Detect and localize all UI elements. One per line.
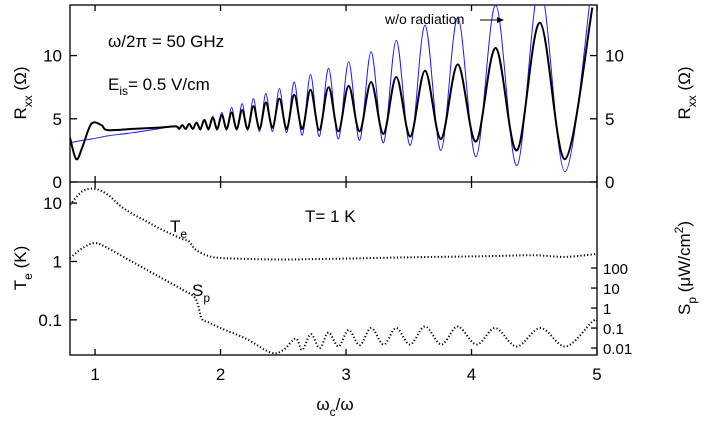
x-tick-label: 3 [341, 365, 350, 384]
y2-tick-label: 1 [603, 301, 611, 318]
axes: 1 2 3 4 5 0 0 5 5 10 10 0.1 1 10 0.01 0.1 1 10 100 [38, 5, 632, 384]
series-annotation: w/o radiation [384, 11, 464, 27]
curve-label: Te [170, 217, 187, 241]
y2-tick-label: 0.1 [603, 321, 624, 338]
top-plot [70, 5, 594, 173]
label-part: (Ω) [11, 66, 30, 95]
label-part: (Ω) [675, 66, 694, 95]
label-part: R [675, 107, 694, 119]
label-part: xx [21, 95, 35, 107]
bottom-plot [70, 187, 597, 355]
label-part: c [330, 405, 336, 419]
x-tick-label: 1 [90, 365, 99, 384]
data-line [70, 7, 594, 161]
x-tick-label: 4 [467, 365, 476, 384]
x-tick-label: 2 [216, 365, 225, 384]
y-axis-label: Rxx (Ω) [11, 66, 35, 119]
data-line [70, 187, 597, 261]
y2-tick-label: 0.01 [603, 341, 632, 358]
y-tick-label: 0 [53, 173, 62, 192]
y-tick-label: 1 [53, 252, 62, 271]
y-tick-label-right: 10 [605, 47, 624, 66]
label-part: T [11, 280, 30, 290]
y-tick-label-right: 5 [605, 110, 614, 129]
label-part: ) [675, 221, 694, 227]
y-tick-label: 10 [43, 47, 62, 66]
arrow-head [497, 17, 504, 23]
y-axis-label: Te (K) [11, 246, 35, 290]
label-part: /ω [336, 395, 354, 414]
label-part: S [675, 304, 694, 315]
label-part: R [11, 107, 30, 119]
label-part: ω [316, 395, 329, 414]
label-part: (μW/cm [675, 233, 694, 297]
label-part: (K) [11, 246, 30, 273]
y-tick-label-right: 0 [605, 173, 614, 192]
annotation: T= 1 K [305, 207, 356, 226]
annotation: ω/2π = 50 GHz [108, 32, 224, 51]
x-tick-label: 5 [592, 365, 601, 384]
y-tick-label: 5 [53, 110, 62, 129]
y-tick-label: 10 [43, 194, 62, 213]
y2-tick-label: 10 [603, 281, 620, 298]
x-axis-label: ωc/ω [316, 395, 353, 419]
label-part: p [685, 297, 699, 304]
annotation: Eis= 0.5 V/cm [108, 75, 210, 98]
frame [69, 4, 598, 356]
curve-label: Sp [192, 281, 210, 305]
y-tick-label: 0.1 [38, 311, 62, 330]
y2-axis-label: Sp (μW/cm2) [672, 221, 699, 315]
label-part: xx [685, 95, 699, 107]
y2-tick-label: 100 [603, 261, 628, 278]
label-part: e [21, 273, 35, 280]
label-part: 2 [672, 226, 686, 233]
y-axis-label-right: Rxx (Ω) [675, 66, 699, 119]
